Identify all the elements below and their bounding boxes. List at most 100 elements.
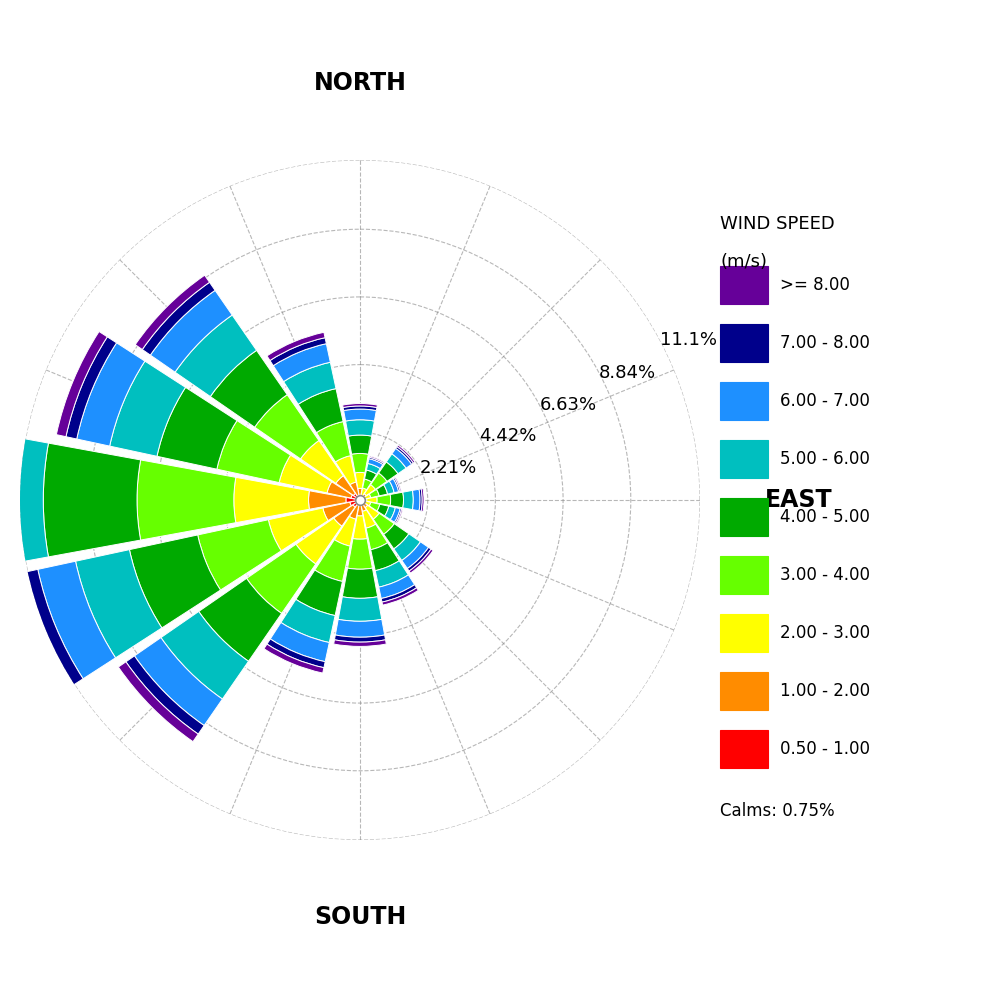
Bar — [359, 497, 361, 500]
Bar — [343, 404, 377, 407]
Bar — [335, 456, 356, 485]
Bar — [142, 282, 215, 355]
Bar — [15, 572, 73, 691]
Bar — [361, 488, 367, 496]
Bar — [0, 430, 48, 570]
Bar — [379, 575, 415, 599]
Bar — [334, 516, 356, 546]
Bar — [342, 568, 378, 598]
Bar — [268, 508, 328, 551]
Bar — [217, 421, 291, 483]
Bar — [366, 524, 388, 550]
Bar — [390, 492, 403, 508]
Bar — [409, 549, 433, 573]
Text: 11.1%: 11.1% — [660, 331, 717, 349]
Bar — [357, 504, 363, 516]
Text: EAST: EAST — [765, 488, 832, 512]
Bar — [396, 509, 403, 524]
Bar — [157, 387, 237, 469]
Bar — [381, 585, 417, 602]
Bar — [134, 638, 222, 726]
Bar — [394, 509, 402, 523]
Bar — [392, 448, 412, 468]
Bar — [336, 476, 355, 495]
Bar — [373, 513, 394, 534]
Bar — [421, 488, 424, 512]
Bar — [296, 570, 342, 616]
Bar — [368, 459, 383, 469]
Text: 6.00 - 7.00: 6.00 - 7.00 — [780, 392, 870, 410]
Bar — [364, 485, 375, 496]
Bar — [394, 477, 401, 491]
Bar — [361, 498, 364, 500]
Text: 4.00 - 5.00: 4.00 - 5.00 — [780, 508, 870, 526]
Bar — [210, 350, 287, 427]
Bar — [66, 337, 117, 439]
Text: 4.42%: 4.42% — [480, 427, 537, 445]
Bar — [402, 542, 429, 569]
Bar — [389, 479, 399, 493]
Bar — [364, 501, 371, 506]
Bar — [359, 500, 361, 504]
Text: Calms: 0.75%: Calms: 0.75% — [720, 802, 835, 820]
Bar — [382, 588, 418, 605]
Bar — [315, 540, 350, 581]
Bar — [137, 460, 236, 540]
Bar — [234, 477, 309, 523]
Bar — [366, 463, 380, 474]
Bar — [309, 491, 346, 509]
Bar — [403, 490, 413, 510]
Bar — [150, 290, 232, 372]
Bar — [270, 622, 329, 662]
Bar — [352, 453, 368, 473]
Text: 3.00 - 4.00: 3.00 - 4.00 — [780, 566, 870, 584]
Bar — [369, 457, 384, 464]
Text: 2.21%: 2.21% — [420, 459, 477, 477]
Bar — [361, 500, 364, 502]
Bar — [360, 498, 362, 500]
Bar — [348, 435, 372, 454]
Bar — [267, 332, 325, 361]
Bar — [129, 535, 221, 628]
Bar — [353, 493, 360, 500]
Bar — [264, 644, 324, 673]
Bar — [360, 500, 362, 502]
Bar — [361, 494, 366, 499]
Bar — [323, 502, 351, 521]
Bar — [296, 518, 342, 564]
Bar — [357, 500, 360, 505]
Bar — [43, 443, 141, 557]
Bar — [365, 470, 377, 482]
Bar — [56, 332, 107, 437]
Bar — [118, 662, 198, 742]
Text: 0.50 - 1.00: 0.50 - 1.00 — [780, 740, 870, 758]
Bar — [110, 361, 186, 456]
Text: 8.84%: 8.84% — [599, 364, 656, 382]
Bar — [349, 505, 359, 519]
Bar — [358, 488, 362, 497]
Bar — [343, 406, 377, 411]
Bar — [279, 455, 332, 493]
Bar — [255, 395, 319, 459]
Bar — [371, 543, 399, 571]
Bar — [353, 516, 367, 539]
Bar — [394, 534, 420, 560]
Bar — [346, 420, 374, 436]
Bar — [77, 343, 145, 446]
Text: NORTH: NORTH — [314, 71, 406, 95]
Bar — [199, 578, 282, 661]
Bar — [386, 454, 406, 474]
Bar — [353, 500, 360, 507]
Text: SOUTH: SOUTH — [314, 905, 406, 929]
Bar — [335, 619, 385, 637]
Bar — [355, 472, 365, 489]
Text: 7.00 - 8.00: 7.00 - 8.00 — [780, 334, 870, 352]
Bar — [361, 503, 366, 511]
Bar — [270, 338, 326, 366]
Bar — [397, 445, 415, 463]
Bar — [375, 561, 408, 587]
Bar — [348, 539, 372, 569]
Bar — [367, 497, 377, 503]
Bar — [175, 315, 257, 397]
Bar — [377, 494, 391, 506]
